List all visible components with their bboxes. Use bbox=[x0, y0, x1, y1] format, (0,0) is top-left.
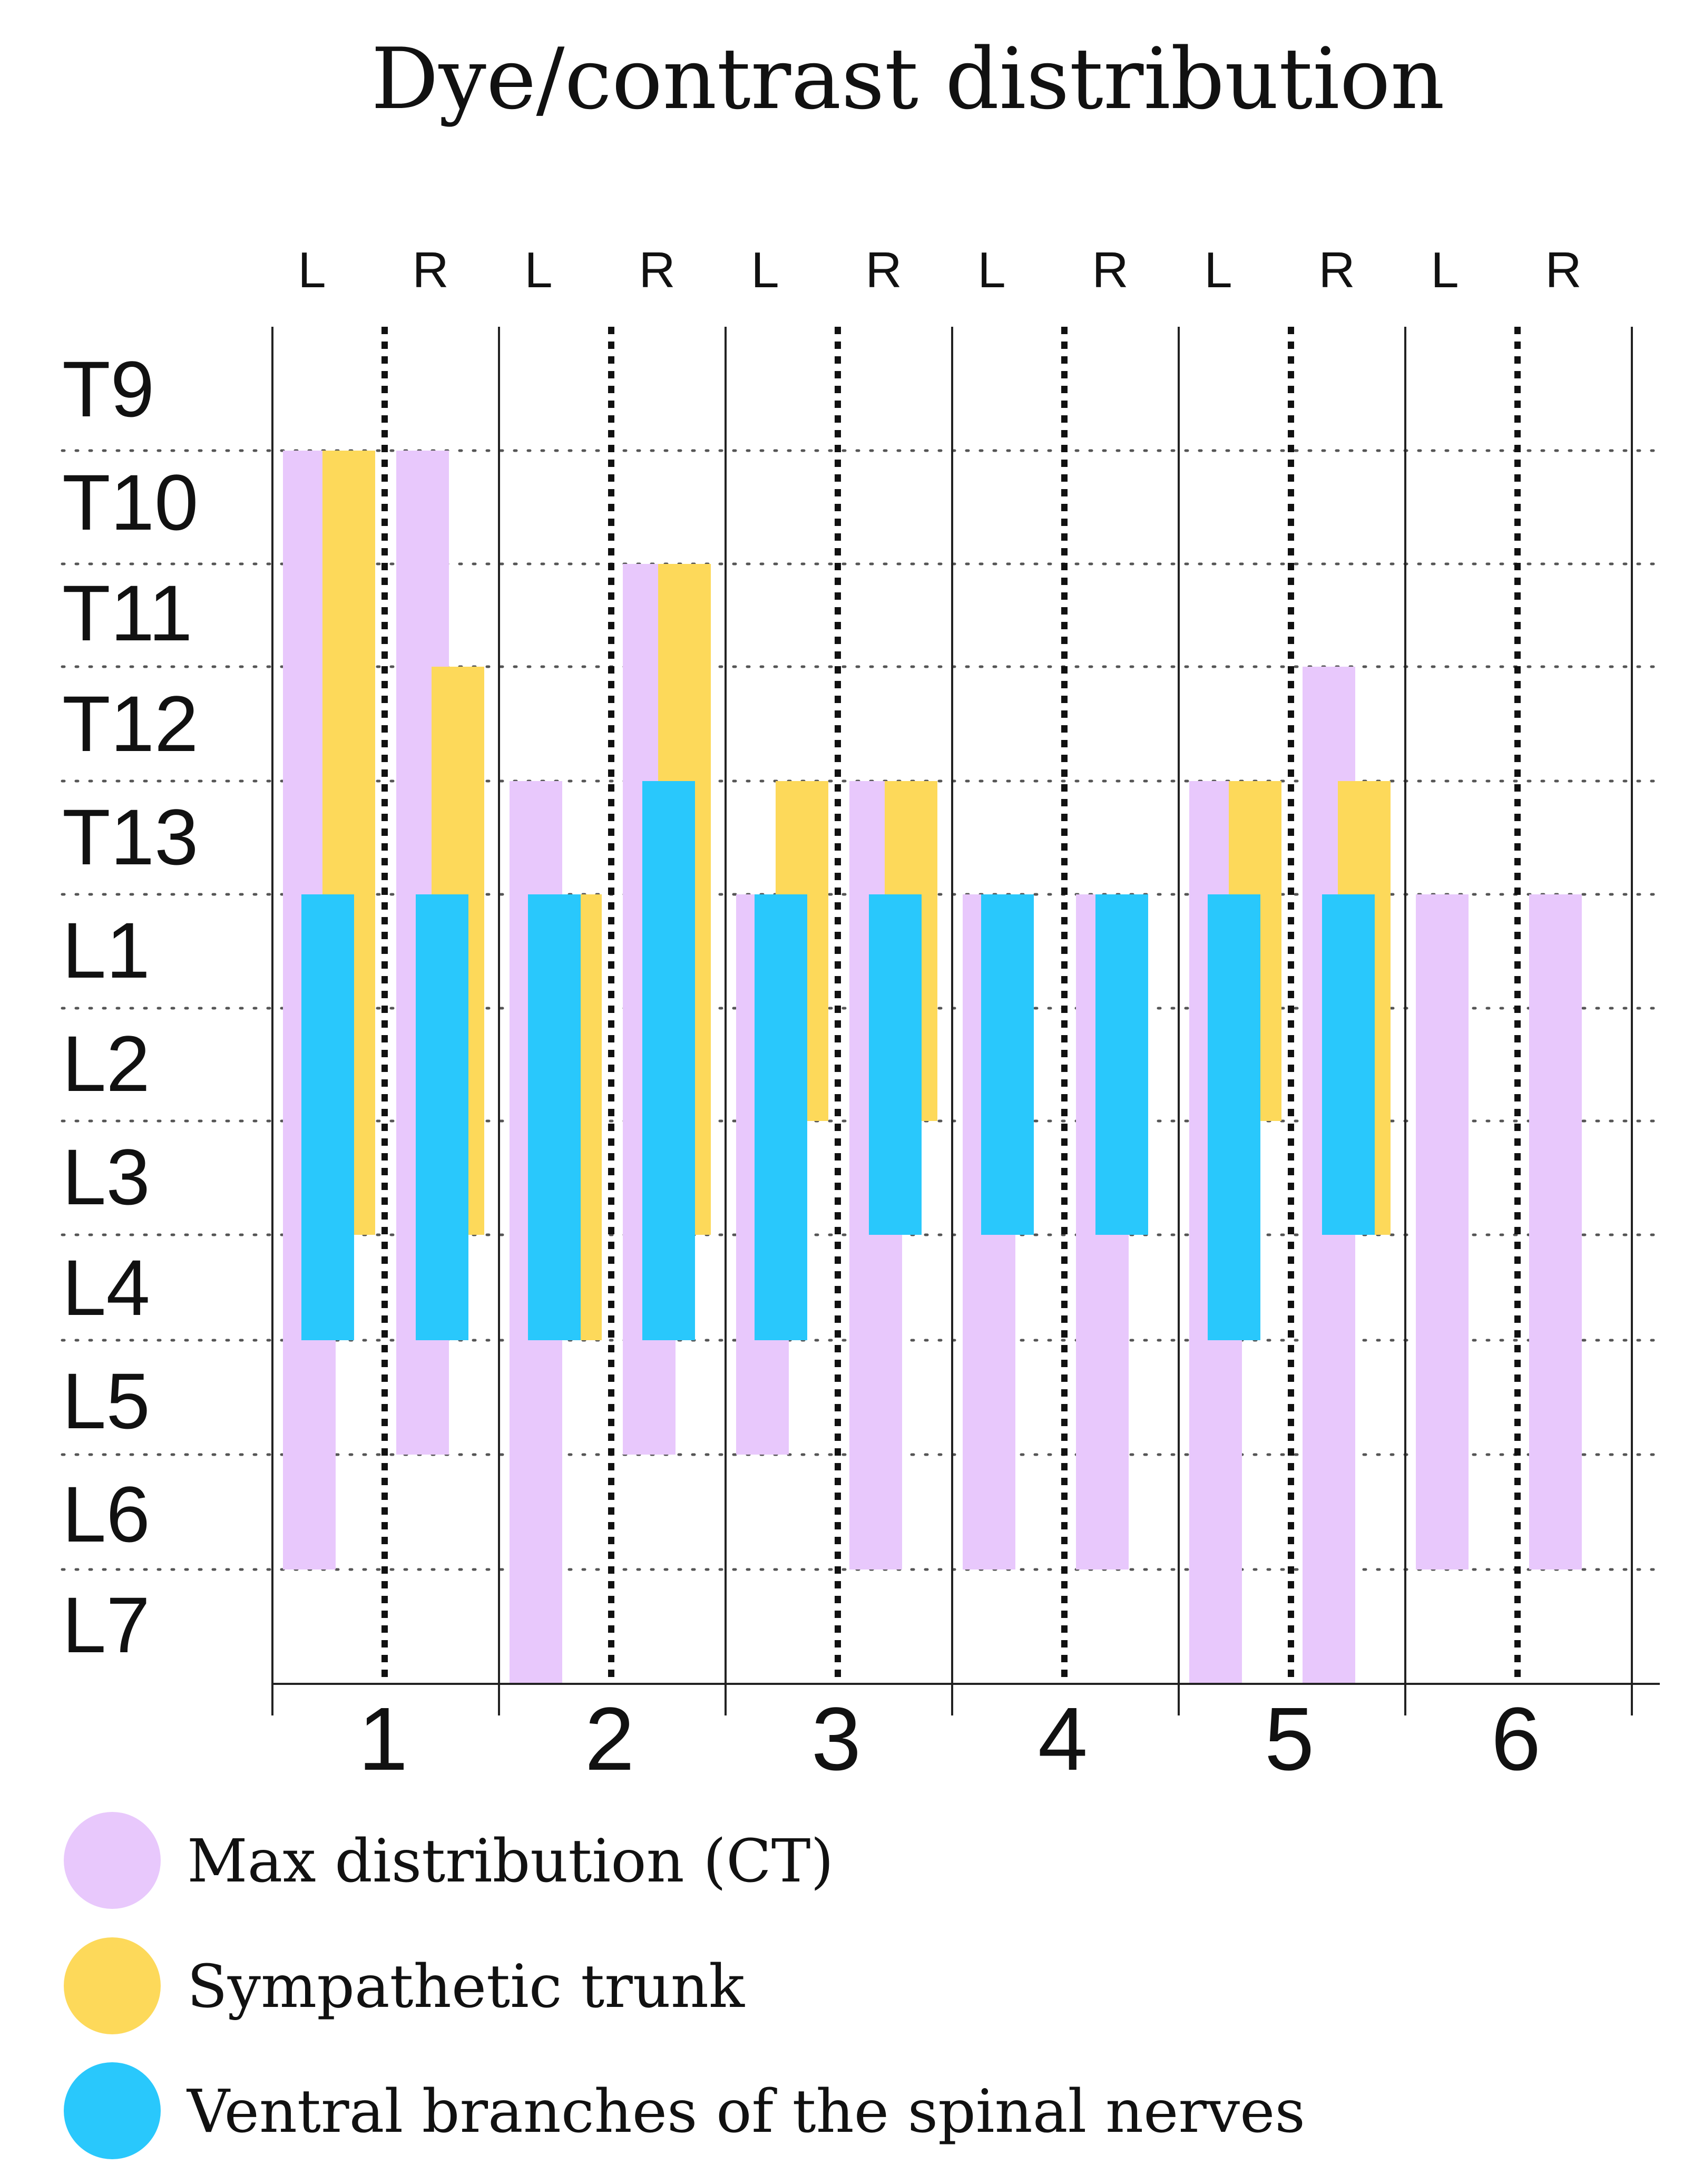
legend-label-ct: Max distribution (CT) bbox=[187, 1827, 834, 1896]
level-label-L7: L7 bbox=[62, 1581, 150, 1669]
legend-swatch-sym bbox=[64, 1937, 161, 2034]
level-label-T13: T13 bbox=[62, 793, 198, 881]
bar-ct-dog6-R bbox=[1529, 894, 1582, 1569]
bar-ven-dog2-L bbox=[528, 894, 581, 1340]
level-label-L1: L1 bbox=[62, 906, 150, 994]
side-label-dog2-R: R bbox=[639, 242, 675, 298]
side-label-dog6-L: L bbox=[1431, 242, 1459, 298]
bar-ven-dog3-R bbox=[869, 894, 922, 1235]
side-separators bbox=[381, 327, 1521, 1684]
level-label-L5: L5 bbox=[62, 1357, 150, 1445]
bar-ven-dog4-L bbox=[981, 894, 1034, 1235]
side-label-dog4-L: L bbox=[977, 242, 1005, 298]
side-label-dog3-R: R bbox=[865, 242, 902, 298]
bars-layer bbox=[283, 451, 1582, 1684]
dog-labels: 1 2 3 4 5 6 bbox=[358, 1689, 1541, 1789]
side-label-dog2-L: L bbox=[524, 242, 552, 298]
side-label-dog3-L: L bbox=[751, 242, 779, 298]
dog-label-3: 3 bbox=[811, 1689, 862, 1789]
level-label-T12: T12 bbox=[62, 679, 198, 768]
bar-ven-dog1-R bbox=[416, 894, 468, 1340]
level-label-L3: L3 bbox=[62, 1133, 150, 1221]
side-label-dog1-L: L bbox=[298, 242, 326, 298]
level-label-T10: T10 bbox=[62, 458, 198, 547]
dog-label-4: 4 bbox=[1038, 1689, 1088, 1789]
bar-ven-dog2-R bbox=[642, 781, 695, 1340]
bar-ven-dog1-L bbox=[301, 894, 354, 1340]
legend: Max distribution (CT) Sympathetic trunk Ve… bbox=[64, 1812, 1305, 2159]
bar-ven-dog4-R bbox=[1095, 894, 1148, 1235]
level-label-T11: T11 bbox=[62, 569, 192, 657]
dog-label-6: 6 bbox=[1491, 1689, 1541, 1789]
bar-ven-dog5-R bbox=[1322, 894, 1375, 1235]
side-label-dog5-R: R bbox=[1318, 242, 1355, 298]
legend-swatch-ct bbox=[64, 1812, 161, 1909]
side-label-dog4-R: R bbox=[1092, 242, 1128, 298]
chart-title: Dye/contrast distribution bbox=[371, 30, 1445, 128]
bar-ct-dog6-L bbox=[1416, 894, 1469, 1569]
legend-label-ven: Ventral branches of the spinal nerves bbox=[186, 2078, 1305, 2146]
dog-label-5: 5 bbox=[1265, 1689, 1315, 1789]
legend-swatch-ven bbox=[64, 2062, 161, 2159]
side-label-dog1-R: R bbox=[412, 242, 448, 298]
level-label-T9: T9 bbox=[62, 345, 154, 433]
side-label-dog5-L: L bbox=[1204, 242, 1232, 298]
legend-label-sym: Sympathetic trunk bbox=[187, 1953, 745, 2021]
level-labels: T9 T10 T11 T12 T13 L1 L2 L3 L4 L5 L6 L7 bbox=[62, 345, 198, 1669]
bar-ven-dog5-L bbox=[1208, 894, 1260, 1340]
dog-label-1: 1 bbox=[358, 1689, 408, 1789]
bar-ven-dog3-L bbox=[755, 894, 807, 1340]
axes bbox=[271, 327, 1660, 1715]
level-label-L4: L4 bbox=[62, 1243, 150, 1332]
side-label-dog6-R: R bbox=[1545, 242, 1581, 298]
level-label-L6: L6 bbox=[62, 1470, 150, 1558]
dog-label-2: 2 bbox=[585, 1689, 635, 1789]
level-label-L2: L2 bbox=[62, 1019, 150, 1108]
